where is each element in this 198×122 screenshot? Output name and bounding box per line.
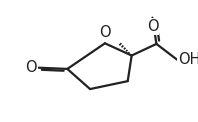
Text: OH: OH (178, 52, 198, 67)
Text: O: O (25, 60, 37, 75)
Text: O: O (147, 19, 158, 34)
Text: O: O (99, 25, 111, 40)
